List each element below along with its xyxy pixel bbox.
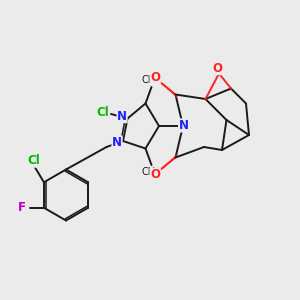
Text: CH₃: CH₃ xyxy=(142,167,160,177)
Text: F: F xyxy=(18,201,26,214)
Text: N: N xyxy=(117,110,127,123)
Text: O: O xyxy=(150,70,160,84)
Text: CH₃: CH₃ xyxy=(142,75,160,85)
Text: O: O xyxy=(150,168,160,182)
Text: O: O xyxy=(212,61,223,75)
Text: N: N xyxy=(112,136,122,149)
Text: Cl: Cl xyxy=(97,106,109,119)
Text: Cl: Cl xyxy=(27,154,40,167)
Text: N: N xyxy=(178,119,189,132)
